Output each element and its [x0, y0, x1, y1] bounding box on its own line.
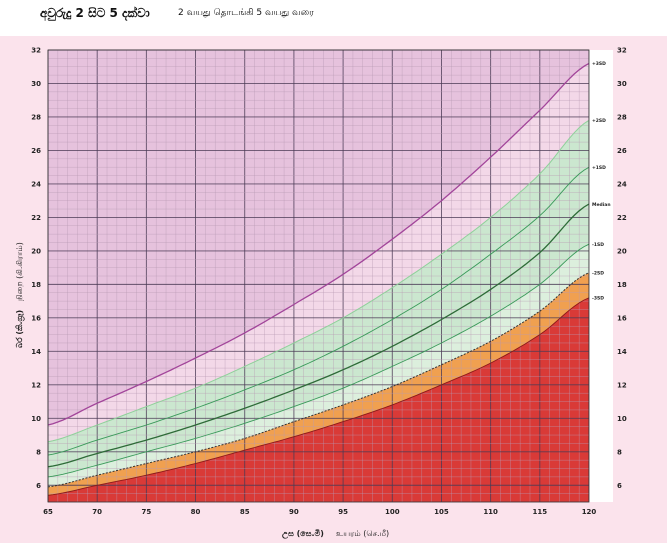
- curves: [47, 62, 590, 496]
- x-tick-label: 80: [191, 508, 201, 516]
- curve-label: Median: [592, 202, 611, 208]
- y-tick-label-left: 22: [31, 214, 41, 222]
- y-tick-label-left: 10: [31, 415, 41, 423]
- y-tick-label-right: 6: [617, 482, 622, 490]
- x-tick-label: 100: [385, 508, 400, 516]
- curve-plus3sd: [47, 62, 590, 426]
- curve-label: +2SD: [592, 118, 606, 124]
- x-tick-label: 65: [43, 508, 53, 516]
- x-tick-label: 105: [434, 508, 449, 516]
- y-tick-label-right: 14: [617, 348, 627, 356]
- x-tick-label: 95: [338, 508, 348, 516]
- curve-label: -1SD: [592, 242, 604, 248]
- y-tick-label-left: 6: [36, 482, 41, 490]
- curve-label: -2SD: [592, 270, 604, 276]
- y-tick-label-left: 8: [36, 448, 41, 456]
- zone-below-3sd: [48, 297, 589, 502]
- y-tick-label-right: 24: [617, 180, 627, 188]
- growth-chart: 65 70 75 80 85 90 95 100 105 110 115 120 6 6 8 8 10 10 12 1…: [14, 47, 627, 541]
- x-tick-label: 85: [240, 508, 250, 516]
- x-tick-label: 120: [582, 508, 597, 516]
- x-tick-label: 90: [289, 508, 299, 516]
- y-tick-label-right: 26: [617, 147, 627, 155]
- x-tick-label: 110: [483, 508, 498, 516]
- curve-label: +3SD: [592, 61, 606, 67]
- y-tick-label-left: 12: [31, 381, 41, 389]
- y-tick-label-right: 18: [617, 281, 627, 289]
- frame: [47, 49, 613, 503]
- y-tick-label-left: 14: [31, 348, 41, 356]
- label-strip: [589, 50, 613, 502]
- y-tick-label-left: 28: [31, 113, 41, 121]
- axis-titles: උස (සෙ.මී) உயரம் (செ.மீ) බර (කි.ග්‍රෑ) ந…: [14, 242, 389, 540]
- curve-label: -3SD: [592, 296, 604, 302]
- x-tick-label: 75: [141, 508, 151, 516]
- x-tick-label: 70: [92, 508, 102, 516]
- y-tick-label-right: 30: [617, 80, 627, 88]
- x-axis-title-sinhala: උස (සෙ.මී): [282, 528, 324, 540]
- y-tick-label-left: 26: [31, 147, 41, 155]
- curve-plus2sd: [47, 119, 590, 443]
- title-sub: 2 வயது தொடங்கி 5 வயது வரை: [178, 8, 314, 18]
- x-tick-label: 115: [533, 508, 548, 516]
- curve-labels: +3SD +2SD +1SD Median -1SD -2SD -3SD: [592, 61, 611, 301]
- chart-panel: 65 70 75 80 85 90 95 100 105 110 115 120 6 6 8 8 10 10 12 1…: [0, 36, 667, 543]
- y-tick-label-left: 16: [31, 314, 41, 322]
- curve-median: [47, 203, 590, 468]
- y-axis-title-sinhala: බර (කි.ග්‍රෑ): [14, 310, 25, 348]
- y-axis-title-tamil: நிறை (கி.கிராம்): [15, 242, 24, 301]
- header: අවුරුදු 2 සිට 5 දක්වා 2 வயது தொடங்கி 5 வ…: [0, 0, 667, 36]
- curve-minus2sd: [47, 272, 590, 488]
- y-tick-label-right: 22: [617, 214, 627, 222]
- y-tick-label-right: 32: [617, 47, 627, 55]
- y-tick-label-right: 28: [617, 113, 627, 121]
- tick-labels: 65 70 75 80 85 90 95 100 105 110 115 120 6 6 8 8 10 10 12 1…: [31, 47, 627, 517]
- plot-frame: [47, 49, 590, 503]
- curve-minus1sd: [47, 243, 590, 478]
- zone-2sd-3sd: [48, 63, 589, 442]
- y-tick-label-right: 20: [617, 247, 627, 255]
- curve-plus1sd: [47, 166, 590, 456]
- y-tick-label-right: 12: [617, 381, 627, 389]
- y-tick-label-left: 30: [31, 80, 41, 88]
- y-tick-label-right: 10: [617, 415, 627, 423]
- y-tick-label-left: 24: [31, 180, 41, 188]
- x-axis-title-tamil: உயரம் (செ.மீ): [336, 529, 389, 538]
- y-tick-label-right: 8: [617, 448, 622, 456]
- y-tick-label-left: 32: [31, 47, 41, 55]
- title-main: අවුරුදු 2 සිට 5 දක්වා: [40, 6, 150, 20]
- curve-minus3sd: [47, 297, 590, 496]
- y-tick-label-left: 18: [31, 281, 41, 289]
- y-tick-label-right: 16: [617, 314, 627, 322]
- curve-label: +1SD: [592, 165, 606, 171]
- y-tick-label-left: 20: [31, 247, 41, 255]
